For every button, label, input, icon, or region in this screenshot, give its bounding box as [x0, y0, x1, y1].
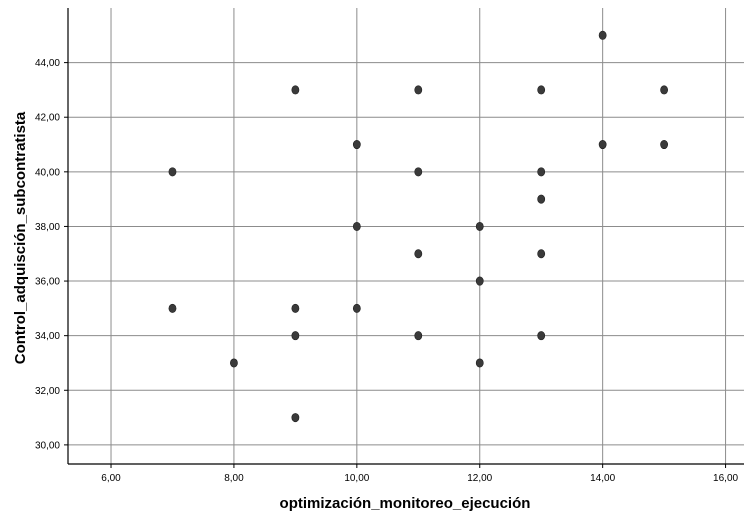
scatter-point — [291, 413, 300, 423]
scatter-point — [598, 30, 607, 40]
tick-labels: 6,00 8,00 10,00 12,00 14,00 16,00 30,00 32,00 34… — [35, 58, 739, 484]
scatter-point — [414, 331, 423, 341]
scatter-point — [537, 249, 546, 259]
scatter-point — [598, 140, 607, 150]
scatter-point — [414, 85, 423, 95]
y-tick-label: 44,00 — [35, 58, 60, 69]
grid-lines — [68, 8, 744, 464]
x-tick-label: 6,00 — [101, 473, 121, 484]
x-tick-label: 16,00 — [713, 473, 738, 484]
y-axis-title: Control_adquisción_subcontratista — [12, 111, 29, 364]
x-tick-label: 14,00 — [590, 473, 615, 484]
scatter-point — [352, 140, 361, 150]
scatter-point — [475, 221, 484, 231]
y-tick-label: 36,00 — [35, 277, 60, 288]
scatter-point — [660, 85, 669, 95]
y-tick-label: 30,00 — [35, 440, 60, 451]
scatter-point — [537, 331, 546, 341]
scatter-point — [475, 276, 484, 286]
axes — [64, 8, 744, 468]
scatter-point — [537, 85, 546, 95]
x-axis-title: optimización_monitoreo_ejecución — [280, 495, 531, 512]
y-tick-label: 40,00 — [35, 167, 60, 178]
scatter-point — [291, 331, 300, 341]
scatter-point — [291, 85, 300, 95]
scatter-point — [537, 167, 546, 177]
scatter-point — [168, 303, 177, 313]
scatter-point — [230, 358, 238, 368]
scatter-point — [475, 358, 484, 368]
y-tick-label: 34,00 — [35, 331, 60, 342]
x-tick-label: 12,00 — [467, 473, 492, 484]
scatter-point — [168, 167, 177, 177]
x-tick-label: 8,00 — [224, 473, 244, 484]
y-tick-label: 38,00 — [35, 222, 60, 233]
scatter-point — [414, 249, 423, 259]
x-tick-label: 10,00 — [344, 473, 369, 484]
scatter-point — [660, 140, 669, 150]
scatter-point — [352, 303, 361, 313]
scatter-point — [537, 194, 546, 204]
scatter-point — [352, 221, 361, 231]
scatter-point — [414, 167, 423, 177]
data-points — [168, 30, 669, 423]
scatter-point — [291, 303, 300, 313]
y-tick-label: 32,00 — [35, 386, 60, 397]
y-tick-label: 42,00 — [35, 113, 60, 124]
